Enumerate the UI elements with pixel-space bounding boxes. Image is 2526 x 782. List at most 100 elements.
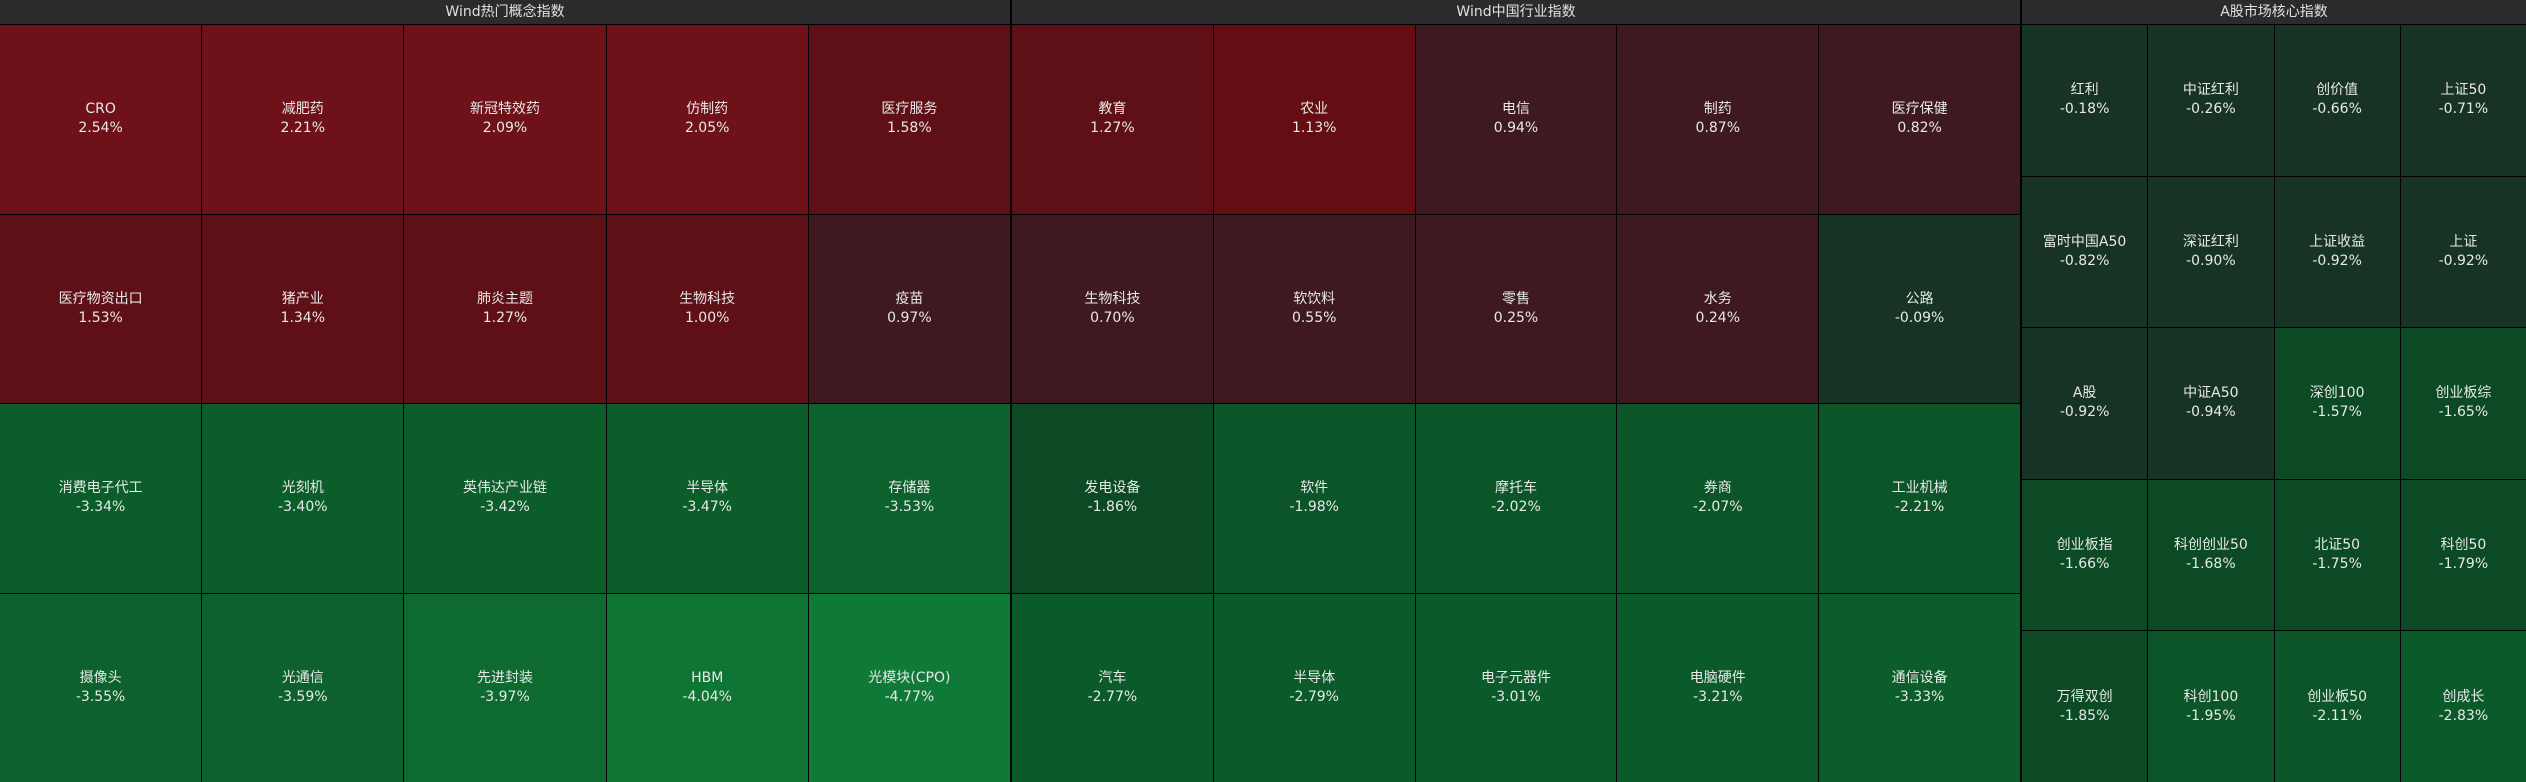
tile[interactable]: 农业 1.13%: [1213, 25, 1415, 214]
tile[interactable]: 仿制药 2.05%: [606, 25, 808, 214]
tile-name: 电脑硬件: [1689, 669, 1746, 686]
tile[interactable]: 中证红利 -0.26%: [2148, 25, 2274, 176]
tile[interactable]: 减肥药 2.21%: [202, 25, 404, 214]
tile[interactable]: 英伟达产业链 -3.42%: [404, 404, 606, 593]
tile-name: 摄像头: [79, 669, 122, 686]
tile-change: -0.92%: [2312, 252, 2362, 269]
tile[interactable]: 上证50 -0.71%: [2400, 25, 2526, 176]
tile[interactable]: 券商 -2.07%: [1617, 404, 1819, 593]
tile[interactable]: HBM -4.04%: [606, 593, 808, 782]
tile[interactable]: 医疗保健 0.82%: [1819, 25, 2020, 214]
tile-name: 农业: [1300, 101, 1329, 118]
tile-change: -2.21%: [1894, 499, 1945, 516]
tile[interactable]: 电子元器件 -3.01%: [1415, 593, 1617, 782]
tile[interactable]: 生物科技 1.00%: [606, 214, 808, 403]
tile[interactable]: 软饮料 0.55%: [1213, 214, 1415, 403]
tile[interactable]: 工业机械 -2.21%: [1819, 404, 2020, 593]
tile-change: -3.53%: [884, 499, 935, 516]
tile[interactable]: 创业板综 -1.65%: [2400, 328, 2526, 479]
tile[interactable]: 疫苗 0.97%: [808, 214, 1010, 403]
tile-name: 发电设备: [1084, 480, 1141, 497]
tile[interactable]: 软件 -1.98%: [1213, 404, 1415, 593]
tile[interactable]: 科创50 -1.79%: [2400, 479, 2526, 631]
tile-name: 北证50: [2314, 537, 2361, 554]
tile[interactable]: 教育 1.27%: [1012, 25, 1213, 214]
tile-change: 0.94%: [1493, 120, 1539, 137]
tile[interactable]: 电脑硬件 -3.21%: [1617, 593, 1819, 782]
tile-name: 中证A50: [2183, 385, 2239, 402]
tile-change: -3.55%: [75, 688, 126, 705]
tile[interactable]: 摄像头 -3.55%: [0, 593, 202, 782]
tile[interactable]: 半导体 -2.79%: [1213, 593, 1415, 782]
tile-name: 工业机械: [1891, 480, 1948, 497]
tile-change: 1.27%: [1090, 120, 1135, 137]
tile-change: -2.11%: [2312, 707, 2362, 724]
tile-change: -3.33%: [1894, 688, 1945, 705]
tile[interactable]: 中证A50 -0.94%: [2148, 328, 2274, 479]
tile[interactable]: 光刻机 -3.40%: [202, 404, 404, 593]
tile-change: -1.79%: [2438, 556, 2489, 573]
tile[interactable]: 上证收益 -0.92%: [2274, 176, 2400, 328]
tile[interactable]: 电信 0.94%: [1415, 25, 1617, 214]
tile[interactable]: 深证红利 -0.90%: [2148, 176, 2274, 328]
tile[interactable]: 新冠特效药 2.09%: [404, 25, 606, 214]
tile[interactable]: 汽车 -2.77%: [1012, 593, 1213, 782]
panel: Wind热门概念指数 CRO 2.54% 减肥药 2.21% 新冠特效药 2.09% 仿制药 2…: [0, 0, 1012, 782]
tile[interactable]: 零售 0.25%: [1415, 214, 1617, 403]
tile[interactable]: 肺炎主题 1.27%: [404, 214, 606, 403]
tile-change: -3.47%: [682, 499, 732, 516]
tile-name: 科创100: [2183, 688, 2239, 705]
tile-change: -1.75%: [2312, 556, 2362, 573]
tile[interactable]: 科创创业50 -1.68%: [2148, 479, 2274, 631]
tile-change: 2.54%: [78, 120, 123, 137]
tile[interactable]: 科创100 -1.95%: [2148, 631, 2274, 782]
tile[interactable]: 创业板50 -2.11%: [2274, 631, 2400, 782]
tile[interactable]: 存储器 -3.53%: [808, 404, 1010, 593]
tile[interactable]: A股 -0.92%: [2022, 328, 2148, 479]
tile-change: 0.25%: [1493, 309, 1539, 326]
tile[interactable]: 创业板指 -1.66%: [2022, 479, 2148, 631]
tile-name: 公路: [1905, 290, 1934, 307]
tile[interactable]: 消费电子代工 -3.34%: [0, 404, 202, 593]
tile[interactable]: 上证 -0.92%: [2400, 176, 2526, 328]
tile[interactable]: 富时中国A50 -0.82%: [2022, 176, 2148, 328]
tile-name: 券商: [1703, 480, 1732, 497]
tile[interactable]: 摩托车 -2.02%: [1415, 404, 1617, 593]
tile-name: 仿制药: [686, 101, 729, 118]
tile[interactable]: 发电设备 -1.86%: [1012, 404, 1213, 593]
tile[interactable]: 公路 -0.09%: [1819, 214, 2020, 403]
tile[interactable]: 先进封装 -3.97%: [404, 593, 606, 782]
tile-name: 上证: [2449, 233, 2478, 250]
tile[interactable]: 医疗物资出口 1.53%: [0, 214, 202, 403]
tile[interactable]: 万得双创 -1.85%: [2022, 631, 2148, 782]
tile[interactable]: 红利 -0.18%: [2022, 25, 2148, 176]
tile-change: -0.90%: [2186, 252, 2236, 269]
tile-name: 通信设备: [1891, 669, 1948, 686]
tile-name: 中证红利: [2182, 82, 2239, 99]
tile[interactable]: 生物科技 0.70%: [1012, 214, 1213, 403]
tile-change: -3.21%: [1693, 688, 1743, 705]
tile[interactable]: 创成长 -2.83%: [2400, 631, 2526, 782]
tile-change: -1.57%: [2312, 404, 2362, 421]
tile-name: 红利: [2070, 82, 2099, 99]
tile[interactable]: 猪产业 1.34%: [202, 214, 404, 403]
tile[interactable]: 深创100 -1.57%: [2274, 328, 2400, 479]
tile[interactable]: 医疗服务 1.58%: [808, 25, 1010, 214]
tile-change: -0.71%: [2438, 101, 2489, 118]
panel-title: Wind热门概念指数: [0, 0, 1010, 25]
tile-name: 减肥药: [281, 101, 324, 118]
tile[interactable]: 水务 0.24%: [1617, 214, 1819, 403]
tile[interactable]: 半导体 -3.47%: [606, 404, 808, 593]
tile-change: -3.34%: [75, 499, 126, 516]
tile-change: -3.01%: [1491, 688, 1541, 705]
tile-name: 科创创业50: [2173, 537, 2248, 554]
tile[interactable]: 制药 0.87%: [1617, 25, 1819, 214]
tile-name: 医疗物资出口: [58, 290, 143, 307]
tile-change: 0.87%: [1695, 120, 1741, 137]
tile[interactable]: 通信设备 -3.33%: [1819, 593, 2020, 782]
tile[interactable]: 光模块(CPO) -4.77%: [808, 593, 1010, 782]
tile[interactable]: 北证50 -1.75%: [2274, 479, 2400, 631]
tile[interactable]: 创价值 -0.66%: [2274, 25, 2400, 176]
tile[interactable]: CRO 2.54%: [0, 25, 202, 214]
tile[interactable]: 光通信 -3.59%: [202, 593, 404, 782]
